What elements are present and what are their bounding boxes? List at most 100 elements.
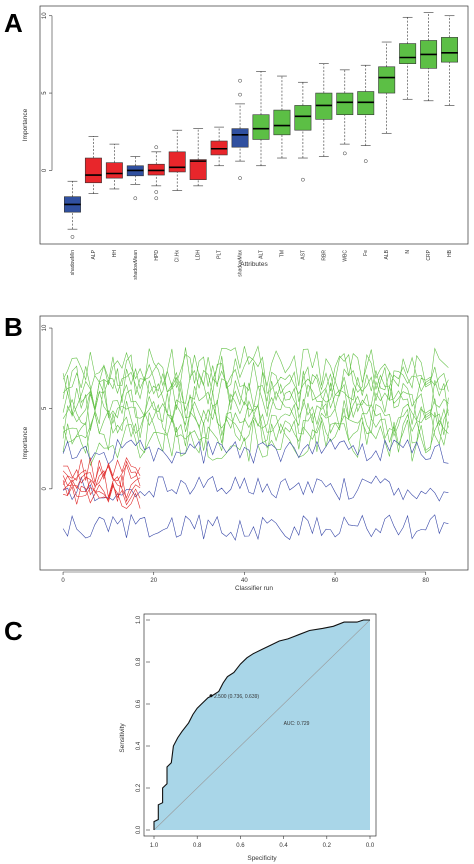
a-y-tick-label: 0	[42, 168, 48, 172]
a-x-tick-label: Cl.Hx	[175, 250, 181, 263]
a-x-tick-label: N	[405, 250, 411, 254]
panel-a-y-axis-title: Importance	[22, 108, 29, 141]
box-body	[105, 162, 123, 179]
rejected-series-line	[62, 475, 141, 503]
confirmed-series-line	[62, 419, 449, 467]
b-x-tick-label: 20	[150, 578, 157, 584]
roc-diagonal	[153, 619, 371, 831]
box-body	[84, 157, 102, 184]
outlier-point	[342, 151, 347, 156]
box-AST	[294, 81, 312, 182]
a-x-tick-label: RBR	[321, 250, 327, 261]
panel-label-b: B	[4, 312, 23, 342]
box-body	[399, 43, 417, 64]
confirmed-series-line	[62, 353, 449, 404]
rejected-series-line	[63, 484, 141, 509]
b-y-tick-label: 10	[42, 324, 48, 331]
box-body	[294, 105, 312, 131]
panel-a-frame	[39, 5, 469, 245]
a-y-tick-label: 10	[42, 12, 48, 19]
a-x-tick-label: LDH	[196, 250, 202, 260]
outlier-point	[154, 196, 159, 201]
c-y-tick-label: 0.6	[136, 699, 142, 708]
box-Fe	[357, 64, 375, 163]
a-x-tick-label: CRP	[426, 249, 432, 260]
confirmed-series-line	[62, 403, 449, 455]
a-x-tick-label: shadowMin	[70, 250, 76, 276]
a-x-tick-label: Fe	[363, 250, 369, 256]
panel-b-lines	[62, 345, 449, 541]
shadow-series-line	[62, 438, 449, 465]
box-shadowMin	[64, 180, 81, 239]
box-WBC	[336, 69, 354, 156]
c-x-tick-label: 0.6	[236, 843, 245, 849]
box-CRP	[420, 12, 438, 102]
b-x-tick-label: 40	[241, 578, 248, 584]
box-RBR	[315, 63, 333, 157]
outlier-point	[238, 78, 242, 83]
box-body	[378, 66, 396, 94]
c-x-tick-label: 0.8	[193, 843, 202, 849]
panel-label-c: C	[4, 616, 23, 646]
panel-a-x-axis-title: Attributes	[240, 261, 268, 268]
panel-b-axes: 0 5 10 0 20 40 60 80	[42, 324, 430, 584]
a-x-tick-label: HB	[447, 249, 453, 257]
panel-b-frame	[39, 315, 469, 571]
c-x-tick-label: 1.0	[150, 843, 159, 849]
outlier-point	[154, 145, 159, 150]
box-LDH	[189, 128, 207, 187]
a-x-tick-label: shadowMax	[238, 250, 244, 277]
panel-c-y-axis-title: Sensitivity	[119, 723, 126, 753]
outlier-point	[238, 176, 242, 180]
box-shadowMean	[126, 156, 144, 201]
a-y-tick-label: 5	[42, 91, 48, 95]
a-x-tick-label: shadowMean	[133, 250, 139, 280]
box-body	[441, 37, 458, 63]
b-x-tick-label: 0	[61, 578, 65, 584]
box-HB	[441, 15, 458, 106]
panel-a-x-labels: shadowMin ALP HH shadowMean HPD Cl.Hx LDH PLT sh…	[70, 249, 453, 279]
rejected-series-line	[63, 456, 141, 483]
box-ALT	[252, 71, 270, 167]
auc-label: AUC: 0.729	[284, 721, 310, 727]
a-x-tick-label: ALP	[91, 249, 97, 259]
box-TM	[273, 75, 291, 159]
c-y-tick-label: 0.0	[136, 825, 142, 834]
panel-b-x-axis-title: Classifier run	[235, 585, 273, 592]
a-x-tick-label: AST	[300, 250, 306, 260]
outlier-point	[238, 92, 242, 97]
panel-c-frame	[143, 613, 377, 837]
panel-c-x-axis-title: Specificity	[247, 855, 277, 862]
rejected-series-line	[62, 460, 141, 488]
outlier-point	[133, 196, 138, 201]
a-x-tick-label: ALT	[259, 250, 265, 259]
b-x-tick-label: 80	[422, 578, 429, 584]
c-y-tick-label: 1.0	[136, 615, 142, 624]
box-ALP	[84, 136, 102, 194]
rejected-series-line	[62, 480, 141, 506]
box-body	[189, 159, 207, 180]
confirmed-series-line	[62, 362, 449, 418]
panel-c-plot: 0.0 0.2 0.4 0.6 0.8 1.0 1.0 0.8 0.6 0.4 0.2 0.0 2.50…	[136, 613, 377, 849]
panel-a-boxes	[64, 12, 458, 239]
confirmed-series-line	[62, 378, 449, 426]
confirmed-series-line	[62, 388, 449, 439]
a-x-tick-label: TM	[279, 250, 285, 257]
shadow-series-line	[62, 475, 449, 502]
box-shadowMax	[231, 78, 249, 180]
confirmed-series-line	[62, 410, 449, 454]
c-x-tick-label: 0.2	[323, 843, 332, 849]
b-x-tick-label: 60	[332, 578, 339, 584]
outlier-point	[301, 177, 305, 182]
threshold-label: 2.500 (0.736, 0.639)	[214, 694, 259, 700]
box-N	[399, 16, 417, 100]
c-y-tick-label: 0.2	[136, 783, 142, 792]
box-body	[231, 128, 249, 148]
a-x-tick-label: WBC	[342, 250, 348, 262]
outlier-point	[363, 159, 368, 163]
a-x-tick-label: PLT	[217, 250, 223, 259]
a-x-tick-label: ALB	[384, 249, 390, 259]
panel-label-a: A	[4, 8, 23, 38]
box-body	[168, 151, 186, 173]
